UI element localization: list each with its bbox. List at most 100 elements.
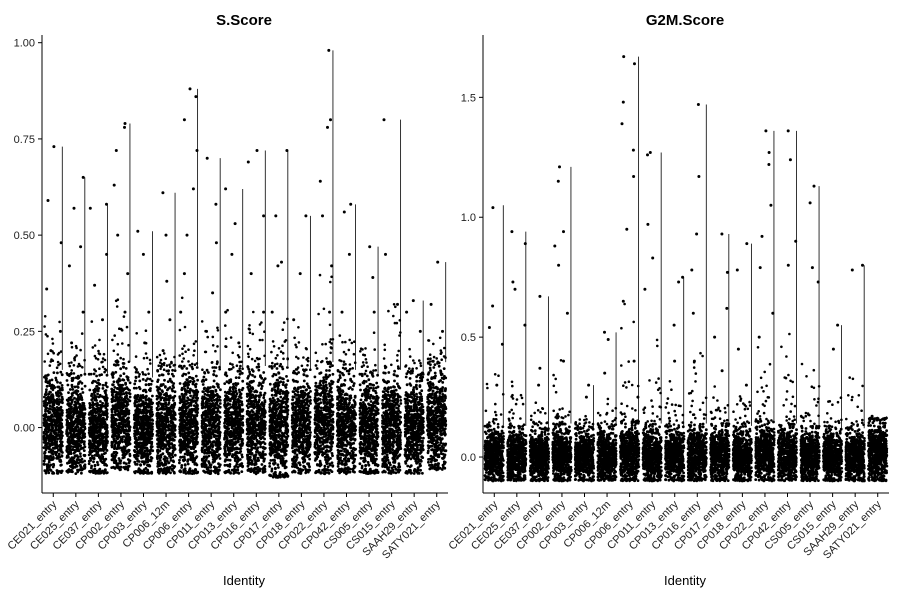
data-point [209,389,213,393]
data-point [185,422,189,426]
data-point [48,444,52,448]
data-point [123,448,126,452]
data-point [201,434,205,437]
data-point [121,389,124,393]
data-point [138,373,141,376]
data-point [148,464,152,468]
data-point [148,399,152,402]
data-point [224,406,228,410]
data-point [98,413,101,416]
data-point [211,385,215,389]
data-point [60,395,64,399]
data-point [195,438,198,442]
data-point [213,458,216,462]
outlier-point [123,122,127,125]
data-point [68,364,72,368]
outlier-point [194,95,198,99]
data-point [148,417,152,421]
data-point [218,431,222,434]
data-point [232,366,235,369]
data-point [116,380,120,384]
data-point [97,352,101,355]
data-point [81,446,85,450]
data-point [102,352,106,356]
data-point [169,456,173,460]
data-point [120,392,124,396]
data-point [172,448,176,452]
data-point [65,432,69,435]
data-point [186,453,190,457]
data-point [146,428,150,432]
data-point [157,426,161,430]
data-point [120,417,124,421]
data-point [238,372,242,376]
data-point [143,433,147,437]
data-point [67,397,71,401]
data-point [112,454,116,458]
data-point [51,456,55,460]
data-point [113,334,116,337]
outlier-point [52,145,56,149]
data-point [217,465,221,469]
data-point [164,401,168,405]
data-point [72,439,76,443]
data-point [76,389,80,393]
data-point [156,448,159,452]
data-point [194,340,198,343]
data-point [111,428,115,432]
category-group [132,229,155,475]
data-point [208,395,212,399]
data-point [140,444,144,448]
data-point [138,403,142,407]
data-point [48,364,52,367]
data-point [231,394,235,398]
data-point [101,401,104,405]
data-point [80,332,84,335]
data-point [230,448,233,452]
data-point [212,398,216,402]
data-point [65,372,69,375]
data-point [225,374,229,378]
data-point [178,431,182,435]
data-point [191,367,195,371]
data-point [96,445,100,449]
data-point [134,470,138,473]
panel-s-score: S.Score 0.000.250.500.751.00 CE021_entry… [6,12,448,588]
data-point [216,345,219,348]
data-point [117,424,121,427]
data-point [42,421,46,425]
outlier-point [143,341,147,345]
data-point [58,415,62,418]
data-point [98,437,102,441]
data-point [87,462,91,466]
data-point [59,429,62,433]
data-point [184,350,187,354]
data-point [125,375,129,378]
data-point [192,470,196,474]
data-point [238,345,241,349]
data-point [163,385,167,388]
data-point [208,450,212,454]
data-point [204,350,208,354]
y-tick-label: 0.50 [14,230,35,242]
outlier-point [168,318,172,322]
data-point [179,450,183,454]
data-point [238,420,241,423]
data-point [241,465,244,469]
data-point [184,400,187,403]
data-point [111,413,115,417]
outlier-point [205,329,208,333]
data-point [167,427,171,431]
data-point [53,447,57,450]
data-point [240,388,244,392]
data-point [173,432,177,436]
category-group [87,202,109,475]
data-point [189,394,193,398]
data-point [183,420,187,424]
outlier-point [81,310,85,314]
data-point [68,409,72,413]
outlier-point [123,125,126,129]
data-point [146,405,150,409]
data-point [42,446,46,449]
data-point [165,406,169,410]
